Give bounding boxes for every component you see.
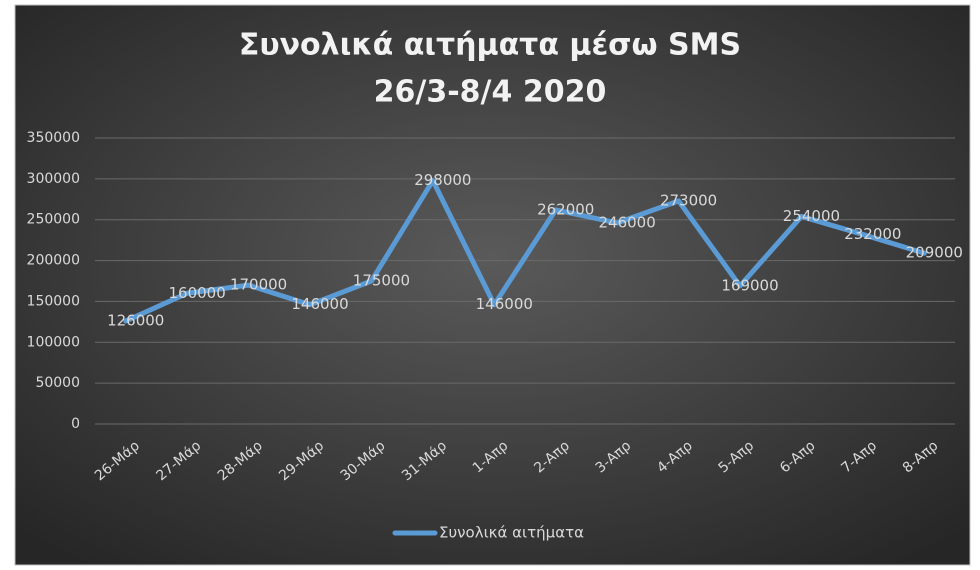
y-tick-label: 250000 xyxy=(27,212,80,228)
chart-background xyxy=(14,4,971,566)
data-label: 126000 xyxy=(107,312,164,330)
y-tick-label: 200000 xyxy=(27,253,80,269)
data-label: 232000 xyxy=(844,225,901,243)
data-label: 273000 xyxy=(660,191,717,209)
data-label: 246000 xyxy=(599,213,656,231)
data-line xyxy=(123,177,927,324)
data-label: 209000 xyxy=(906,244,963,262)
y-tick-label: 100000 xyxy=(27,334,80,350)
y-tick-label: 150000 xyxy=(27,293,80,309)
data-label: 175000 xyxy=(353,272,410,290)
data-label: 262000 xyxy=(537,200,594,218)
data-label: 146000 xyxy=(476,295,533,313)
data-label: 254000 xyxy=(783,207,840,225)
chart-title: Συνολικά αιτήματα μέσω SMS xyxy=(239,28,741,63)
legend-label: Συνολικά αιτήματα xyxy=(439,524,584,542)
data-label: 170000 xyxy=(230,276,287,294)
y-tick-label: 0 xyxy=(71,416,80,432)
data-label: 298000 xyxy=(414,171,471,189)
data-label: 169000 xyxy=(721,276,778,294)
y-tick-label: 300000 xyxy=(27,171,80,187)
data-label: 146000 xyxy=(291,295,348,313)
y-tick-label: 350000 xyxy=(27,130,80,146)
data-label: 160000 xyxy=(169,284,226,302)
y-tick-label: 50000 xyxy=(35,375,80,391)
chart-subtitle: 26/3-8/4 2020 xyxy=(374,75,607,110)
